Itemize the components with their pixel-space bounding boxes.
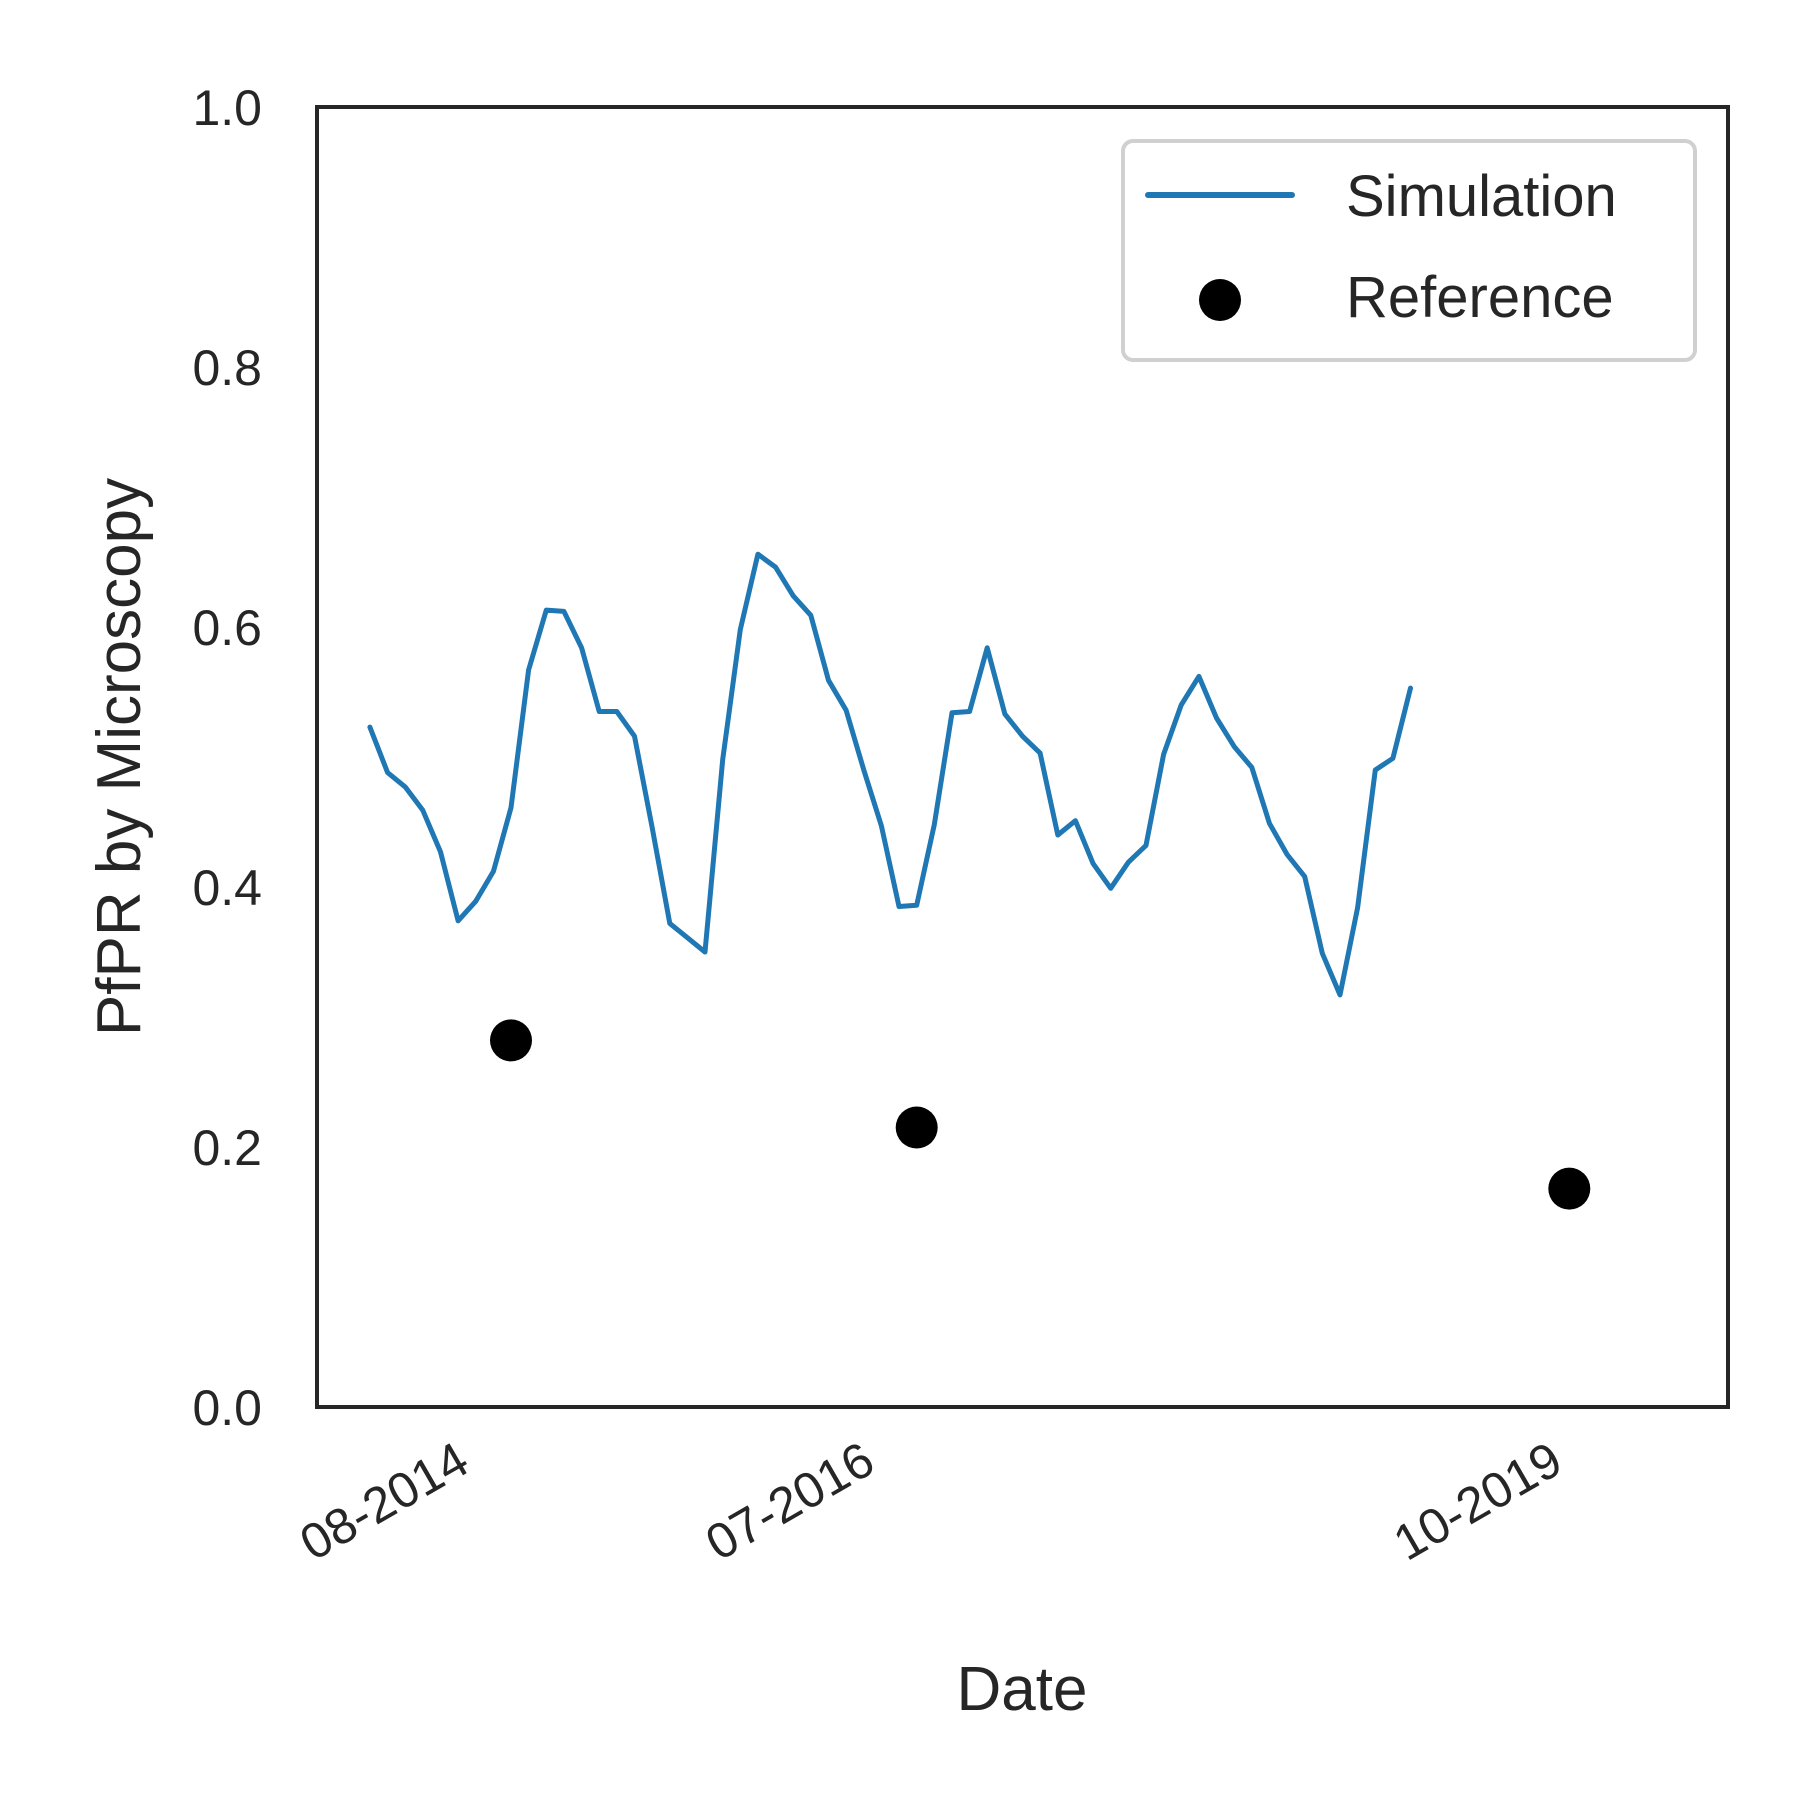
y-tick-label: 1.0 xyxy=(192,80,262,136)
legend-reference-label: Reference xyxy=(1346,265,1614,330)
reference-point xyxy=(895,1106,938,1149)
legend-reference-swatch xyxy=(1199,279,1241,321)
series-layer xyxy=(367,551,1591,1210)
y-tick-label: 0.2 xyxy=(192,1120,262,1176)
legend: Simulation Reference xyxy=(1121,139,1697,362)
legend-simulation-label: Simulation xyxy=(1346,164,1617,229)
simulation-line xyxy=(367,551,1413,998)
y-tick-labels: 0.0 0.2 0.4 0.6 0.8 1.0 xyxy=(192,80,262,1436)
x-axis-label: Date xyxy=(957,1655,1088,1724)
reference-point xyxy=(1548,1167,1591,1210)
y-tick-label: 0.8 xyxy=(192,340,262,396)
reference-point xyxy=(490,1019,532,1062)
y-tick-label: 0.0 xyxy=(192,1380,262,1436)
y-axis-label: PfPR by Microscopy xyxy=(85,478,154,1036)
y-tick-label: 0.4 xyxy=(192,860,262,916)
y-tick-label: 0.6 xyxy=(192,600,262,656)
